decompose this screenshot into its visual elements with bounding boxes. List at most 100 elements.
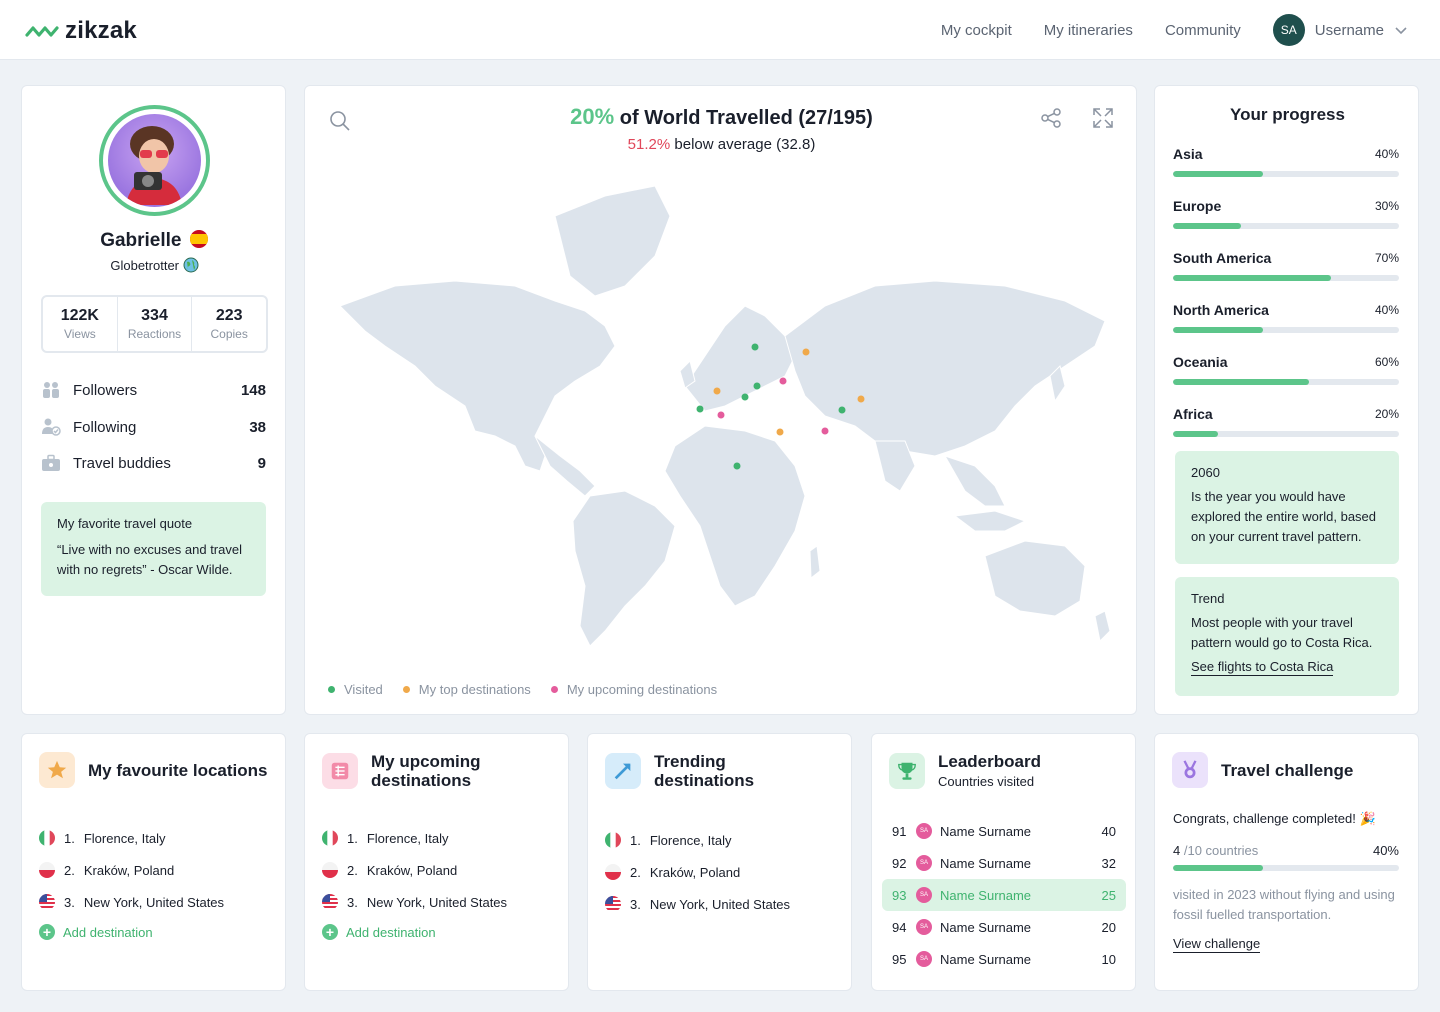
destination-item[interactable]: 1. Florence, Italy (39, 822, 224, 854)
nav-my-itineraries[interactable]: My itineraries (1043, 21, 1133, 39)
destination-item[interactable]: 3. New York, United States (39, 886, 224, 918)
chevron-down-icon (1395, 27, 1407, 35)
region-progress-bar (1173, 171, 1399, 177)
logo[interactable]: zikzak (25, 17, 137, 45)
logo-text: zikzak (65, 17, 137, 44)
region-pct: 20% (1374, 407, 1399, 421)
search-icon[interactable] (328, 109, 352, 133)
progress-title: Your progress (1230, 105, 1345, 124)
map-dot-top[interactable] (713, 387, 721, 395)
favourite-locations-card: My favourite locations 1. Florence, Italy… (21, 733, 286, 991)
user-avatar: SA (1272, 14, 1305, 46)
leaderboard-list: 91 SA Name Surname 40 92 SA Name Surname 32 93 SA… (882, 815, 1126, 975)
map-dot-visited[interactable] (753, 382, 761, 390)
region-progress: Europe 30% (1173, 198, 1399, 229)
italy-flag-icon (322, 830, 338, 846)
travel-buddies-row[interactable]: Travel buddies 9 (41, 452, 266, 474)
destination-item[interactable]: 2. Kraków, Poland (605, 856, 790, 888)
visited-dot-icon (328, 686, 335, 693)
zikzak-logo-icon (25, 26, 59, 37)
see-flights-link[interactable]: See flights to Costa Rica (1191, 659, 1334, 676)
region-name: Asia (1173, 146, 1203, 162)
region-progress: Africa 20% (1173, 406, 1399, 437)
destination-item[interactable]: 1. Florence, Italy (605, 824, 790, 856)
map-dot-visited[interactable] (751, 343, 759, 351)
region-pct: 40% (1374, 147, 1399, 161)
view-challenge-link[interactable]: View challenge (1173, 936, 1261, 953)
favourites-list: 1. Florence, Italy 2. Kraków, Poland 3. New Y… (39, 822, 224, 946)
add-destination-button[interactable]: + Add destination (322, 918, 507, 946)
poland-flag-icon (605, 864, 621, 880)
profile-card: Gabrielle Globetrotter 122K Views 334 Re… (21, 85, 286, 715)
legend-visited: Visited (328, 682, 383, 697)
calendar-list-icon (322, 753, 358, 789)
map-dot-upcoming[interactable] (779, 377, 787, 385)
user-menu[interactable]: SA Username (1272, 14, 1408, 46)
followers-row[interactable]: Followers 148 (41, 379, 266, 401)
leaderboard-row[interactable]: 91 SA Name Surname 40 (892, 823, 1116, 839)
destination-item[interactable]: 2. Kraków, Poland (39, 854, 224, 886)
map-dot-visited[interactable] (733, 462, 741, 470)
upcoming-list: 1. Florence, Italy 2. Kraków, Poland 3. New Y… (322, 822, 507, 946)
leaderboard-row[interactable]: 94 SA Name Surname 20 (892, 919, 1116, 935)
region-pct: 60% (1374, 355, 1399, 369)
world-map[interactable] (305, 86, 1138, 716)
followers-icon (43, 382, 59, 398)
trophy-icon (889, 752, 925, 789)
trending-arrow-icon (605, 753, 641, 789)
map-dot-visited[interactable] (838, 406, 846, 414)
map-dot-top[interactable] (802, 348, 810, 356)
map-dot-visited[interactable] (696, 405, 704, 413)
world-completion-box: 2060 Is the year you would have explored… (1175, 451, 1399, 564)
challenge-progress-bar (1173, 865, 1399, 871)
medal-icon (1172, 752, 1208, 788)
stat-views: 122K Views (60, 307, 99, 341)
card-header: My upcoming destinations (322, 752, 501, 790)
trending-list: 1. Florence, Italy 2. Kraków, Poland 3. New Y… (605, 824, 790, 920)
region-progress-bar (1173, 327, 1399, 333)
legend-upcoming-destinations: My upcoming destinations (550, 682, 717, 697)
map-dot-visited[interactable] (741, 393, 749, 401)
italy-flag-icon (39, 830, 55, 846)
destination-item[interactable]: 3. New York, United States (605, 888, 790, 920)
region-progress: North America 40% (1173, 302, 1399, 333)
leaderboard-row[interactable]: 92 SA Name Surname 32 (892, 855, 1116, 871)
usa-flag-icon (605, 896, 621, 912)
usa-flag-icon (39, 894, 55, 910)
plus-icon: + (322, 924, 338, 940)
destination-item[interactable]: 2. Kraków, Poland (322, 854, 507, 886)
share-icon[interactable] (1039, 106, 1063, 130)
region-name: South America (1173, 250, 1272, 266)
italy-flag-icon (605, 832, 621, 848)
map-dot-top[interactable] (776, 428, 784, 436)
map-dot-top[interactable] (857, 395, 865, 403)
destination-item[interactable]: 3. New York, United States (322, 886, 507, 918)
trending-destinations-card: Trending destinations 1. Florence, Italy 2… (587, 733, 852, 991)
spain-flag-icon (189, 230, 208, 248)
expand-icon[interactable] (1091, 106, 1115, 130)
region-pct: 40% (1374, 303, 1399, 317)
leaderboard-row[interactable]: 95 SA Name Surname 10 (892, 951, 1116, 967)
nav-community[interactable]: Community (1164, 21, 1241, 39)
nav-my-cockpit[interactable]: My cockpit (940, 21, 1012, 39)
below-average-text: 51.2% below average (32.8) (627, 136, 816, 153)
region-pct: 70% (1374, 251, 1399, 265)
profile-name: Gabrielle (22, 229, 287, 252)
world-travelled-title: 20% of World Travelled (27/195) (570, 104, 873, 129)
leaderboard-row-current-user[interactable]: 93 SA Name Surname 25 (882, 879, 1126, 911)
region-name: Europe (1173, 198, 1222, 214)
following-row[interactable]: Following 38 (41, 416, 266, 438)
map-dot-upcoming[interactable] (821, 427, 829, 435)
region-progress-bar (1173, 275, 1399, 281)
stat-reactions: 334 Reactions (116, 297, 192, 351)
map-dot-upcoming[interactable] (717, 411, 725, 419)
challenge-congrats: Congrats, challenge completed! 🎉 (1173, 811, 1376, 826)
region-name: North America (1173, 302, 1269, 318)
destination-item[interactable]: 1. Florence, Italy (322, 822, 507, 854)
world-map-card: 20% of World Travelled (27/195) 51.2% be… (304, 85, 1137, 715)
add-destination-button[interactable]: + Add destination (39, 918, 224, 946)
poland-flag-icon (322, 862, 338, 878)
avatar: SA (916, 951, 932, 967)
card-header: Trending destinations (605, 752, 774, 790)
poland-flag-icon (39, 862, 55, 878)
